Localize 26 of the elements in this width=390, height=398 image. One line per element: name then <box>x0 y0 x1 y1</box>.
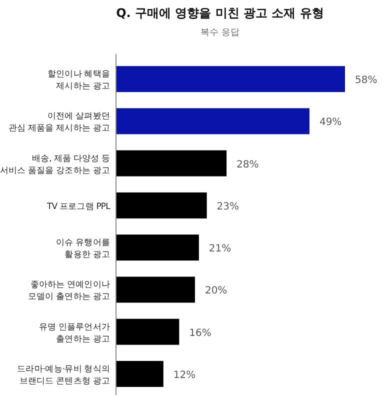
data-label: 28% <box>236 159 259 170</box>
chart-title: Q. 구매에 영향을 미친 광고 소재 유형 <box>116 6 324 20</box>
y-tick-label: 이전에 살펴봤던 관심 제품을 제시하는 광고 <box>8 112 110 134</box>
bar <box>116 360 164 387</box>
y-tick-label: 유명 인플루언서가 출연하는 광고 <box>38 322 110 344</box>
data-label: 23% <box>216 201 240 212</box>
bar <box>116 66 345 92</box>
bar <box>116 150 227 176</box>
data-label: 49% <box>319 117 342 128</box>
bar <box>116 234 199 261</box>
y-tick-label: 배송, 제품 다양성 등 서비스 품질을 강조하는 광고 <box>0 154 110 176</box>
data-label: 12% <box>173 370 196 381</box>
bar <box>116 192 207 218</box>
y-tick-label: 할인이나 혜택을 제시하는 광고 <box>47 70 110 92</box>
data-label: 58% <box>355 75 378 86</box>
y-tick-label: 드라마·예능·뮤비 형식의 브랜디드 콘텐츠형 광고 <box>17 364 110 386</box>
bar <box>116 318 180 345</box>
data-label: 21% <box>208 244 232 255</box>
bar <box>116 108 310 134</box>
y-tick-label: 이슈 유행어를 활용한 광고 <box>56 238 110 260</box>
data-label: 20% <box>204 286 228 297</box>
bar <box>116 276 195 303</box>
data-label: 16% <box>189 328 212 339</box>
chart-subtitle: 복수 응답 <box>200 28 240 38</box>
y-tick-label: 좋아하는 연예인이나 모델이 출연하는 광고 <box>28 280 110 302</box>
y-tick-label: TV 프로그램 PPL <box>46 202 111 212</box>
